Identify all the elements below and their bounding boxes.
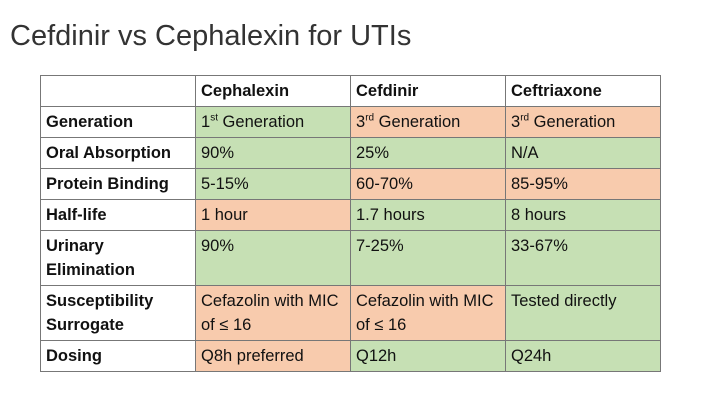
row-label: Urinary Elimination [40, 230, 196, 286]
cell-text: 7-25% [356, 237, 404, 255]
table-row: Half-life 1 hour 1.7 hours 8 hours [40, 199, 661, 231]
cell-text: 3 [356, 113, 366, 131]
table-cell: 90% [195, 230, 351, 286]
cell-text: 90% [201, 237, 235, 255]
table-row: Susceptibility Surrogate Cefazolin with M… [40, 285, 661, 341]
table-cell: 1.7 hours [350, 199, 506, 231]
column-header: Cephalexin [195, 75, 351, 107]
table-cell: 7-25% [350, 230, 506, 286]
cell-text: 5-15% [201, 175, 249, 193]
table-cell: 85-95% [505, 168, 661, 200]
column-header: Cefdinir [350, 75, 506, 107]
row-label: Oral Absorption [40, 137, 196, 169]
header-row: Cephalexin Cefdinir Ceftriaxone [40, 75, 661, 107]
table-row: Protein Binding 5-15% 60-70% 85-95% [40, 168, 661, 200]
table-cell: 33-67% [505, 230, 661, 286]
cell-text: 90% [201, 144, 235, 162]
cell-superscript: rd [365, 112, 375, 124]
table-cell: 3rd Generation [350, 106, 506, 138]
cell-text: 60-70% [356, 175, 413, 193]
cell-text: 1 hour [201, 206, 248, 224]
table-cell: 1 hour [195, 199, 351, 231]
corner-cell [40, 75, 196, 107]
slide-title: Cefdinir vs Cephalexin for UTIs [10, 20, 412, 52]
table-cell: 8 hours [505, 199, 661, 231]
table-cell: Q24h [505, 340, 661, 372]
cell-text: Generation [374, 113, 461, 131]
cell-text: 85-95% [511, 175, 568, 193]
cell-text: N/A [511, 144, 539, 162]
cell-text: Q24h [511, 347, 552, 365]
cell-superscript: rd [520, 112, 530, 124]
row-label: Dosing [40, 340, 196, 372]
cell-text: 1 [201, 113, 211, 131]
cell-text: 8 hours [511, 206, 567, 224]
cell-text: Q12h [356, 347, 397, 365]
table-cell: Q8h preferred [195, 340, 351, 372]
table-row: Urinary Elimination 90% 7-25% 33-67% [40, 230, 661, 286]
row-label: Half-life [40, 199, 196, 231]
table-cell: 90% [195, 137, 351, 169]
table-row: Generation 1st Generation 3rd Generation 3r… [40, 106, 661, 138]
cell-text: 3 [511, 113, 521, 131]
row-label: Generation [40, 106, 196, 138]
table-cell: Tested directly [505, 285, 661, 341]
cell-text: Cefazolin with MIC of ≤ 16 [201, 292, 339, 334]
cell-text: Generation [217, 113, 305, 131]
table-cell: 5-15% [195, 168, 351, 200]
cell-text: Cefazolin with MIC of ≤ 16 [356, 292, 494, 334]
comparison-table: Cephalexin Cefdinir Ceftriaxone Generation 1… [40, 75, 661, 372]
cell-text: Tested directly [511, 292, 617, 310]
cell-text: Q8h preferred [201, 347, 304, 365]
table-row: Dosing Q8h preferred Q12h Q24h [40, 340, 661, 372]
table-cell: 25% [350, 137, 506, 169]
column-header: Ceftriaxone [505, 75, 661, 107]
table-cell: 3rd Generation [505, 106, 661, 138]
cell-text: Generation [529, 113, 616, 131]
table-cell: Cefazolin with MIC of ≤ 16 [350, 285, 506, 341]
table-cell: N/A [505, 137, 661, 169]
row-label: Susceptibility Surrogate [40, 285, 196, 341]
table-row: Oral Absorption 90% 25% N/A [40, 137, 661, 169]
table-body: Cephalexin Cefdinir Ceftriaxone Generation 1… [40, 75, 661, 372]
table-cell: Cefazolin with MIC of ≤ 16 [195, 285, 351, 341]
table-cell: 60-70% [350, 168, 506, 200]
table-cell: Q12h [350, 340, 506, 372]
table-cell: 1st Generation [195, 106, 351, 138]
cell-text: 25% [356, 144, 390, 162]
cell-superscript: st [210, 112, 218, 124]
cell-text: 33-67% [511, 237, 568, 255]
cell-text: 1.7 hours [356, 206, 425, 224]
row-label: Protein Binding [40, 168, 196, 200]
